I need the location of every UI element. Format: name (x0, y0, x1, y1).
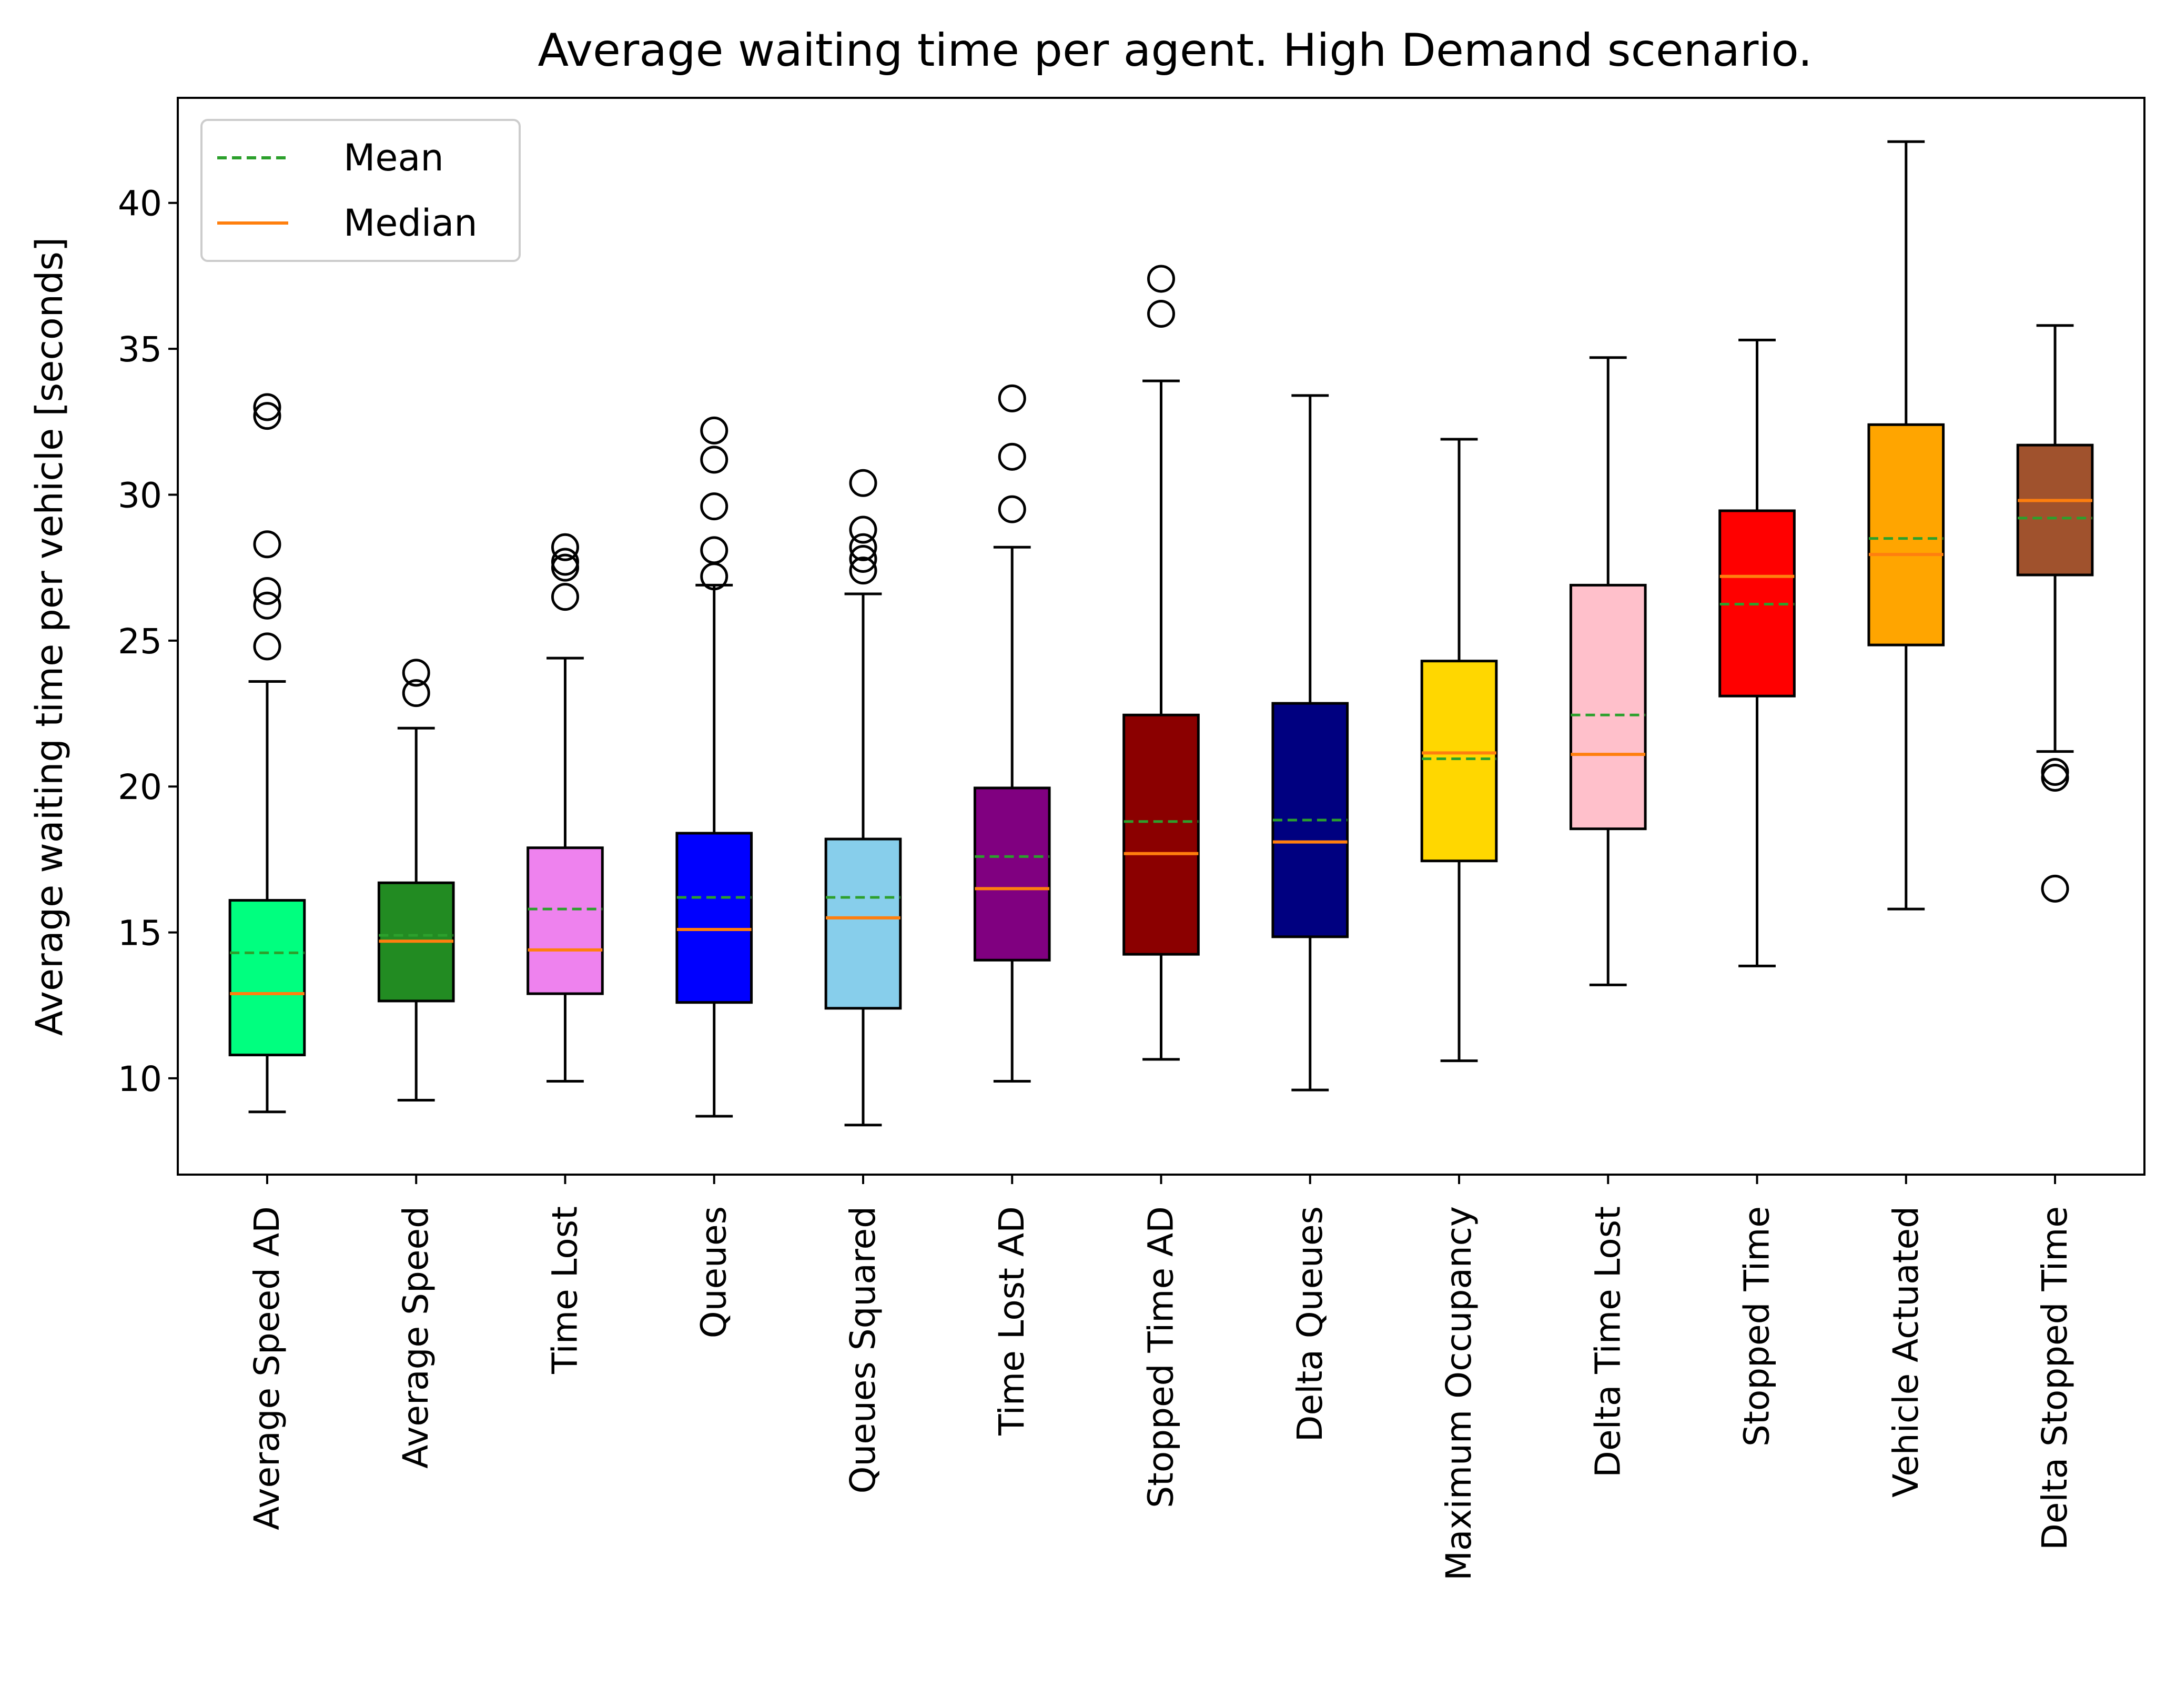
plot-area: 10 15 20 25 30 35 40 Average Speed AD Average Sp… (118, 97, 2145, 1581)
box (2016, 443, 2094, 577)
legend-label: Mean (343, 136, 444, 179)
box-group: Average Speed AD (228, 393, 306, 1530)
box (1569, 583, 1647, 831)
box (527, 846, 604, 995)
box-group: Stopped Time (1718, 338, 1796, 1447)
box-group: Delta Queues (1271, 394, 1349, 1442)
outlier-point (700, 492, 728, 521)
box-group: Maximum Occupancy (1420, 438, 1498, 1581)
x-tick-label: Delta Stopped Time (2035, 1206, 2075, 1550)
y-axis-label: Average waiting time per vehicle [second… (28, 237, 71, 1036)
y-tick-label: 10 (118, 1059, 162, 1099)
x-tick-label: Time Lost (544, 1206, 585, 1375)
x-tick-label: Queues Squared (843, 1206, 883, 1493)
outlier-point (849, 469, 877, 497)
box-group: Queues (675, 416, 753, 1338)
box (228, 899, 306, 1057)
box-group: Average Speed (377, 659, 455, 1469)
x-tick-label: Vehicle Actuated (1886, 1206, 1926, 1498)
y-tick-label: 15 (118, 913, 162, 954)
outlier-point (2041, 757, 2069, 786)
box (824, 837, 902, 1010)
outlier-point (253, 530, 281, 559)
box (973, 786, 1051, 962)
y-tick-label: 40 (118, 184, 162, 224)
x-tick-label: Time Lost AD (991, 1206, 1032, 1436)
outlier-point (700, 536, 728, 564)
box-group: Time Lost AD (973, 384, 1051, 1436)
outlier-point (1147, 265, 1175, 293)
x-tick-label: Average Speed (396, 1206, 436, 1469)
outlier-point (551, 533, 579, 561)
outlier-point (849, 557, 877, 585)
x-tick-label: Stopped Time (1737, 1206, 1777, 1447)
outlier-point (253, 577, 281, 605)
y-tick-label: 20 (118, 767, 162, 807)
outlier-point (998, 442, 1026, 471)
legend: Mean Median (200, 119, 521, 262)
outlier-point (700, 416, 728, 444)
box (1122, 713, 1200, 956)
outlier-point (2041, 874, 2069, 903)
outlier-point (849, 544, 877, 573)
outlier-point (1147, 300, 1175, 328)
box-group: Delta Time Lost (1569, 356, 1647, 1478)
legend-box (200, 119, 521, 262)
box-group: Vehicle Actuated (1867, 140, 1945, 1498)
outlier-point (253, 402, 281, 430)
box-group: Queues Squared (824, 469, 902, 1493)
x-tick-label: Delta Time Lost (1587, 1206, 1628, 1478)
outlier-point (402, 659, 430, 687)
outlier-point (998, 495, 1026, 523)
x-tick-label: Maximum Occupancy (1439, 1206, 1479, 1581)
outlier-point (700, 446, 728, 474)
outlier-point (849, 516, 877, 544)
y-tick-label: 30 (118, 475, 162, 516)
x-tick-label: Average Speed AD (247, 1206, 287, 1530)
chart-title: Average waiting time per agent. High Dem… (538, 24, 1812, 77)
outlier-point (551, 548, 579, 576)
box-group: Delta Stopped Time (2016, 324, 2094, 1550)
box-group: Time Lost (527, 533, 604, 1375)
x-tick-label: Stopped Time AD (1141, 1206, 1181, 1508)
outlier-point (253, 632, 281, 661)
outlier-point (849, 533, 877, 561)
legend-label: Median (343, 201, 478, 245)
x-tick-label: Queues (694, 1206, 734, 1338)
box-group: Stopped Time AD (1122, 265, 1200, 1508)
outlier-point (551, 583, 579, 611)
outlier-point (253, 393, 281, 421)
y-tick-label: 35 (118, 329, 162, 370)
outlier-point (998, 384, 1026, 412)
box (1420, 660, 1498, 863)
x-tick-label: Delta Queues (1290, 1206, 1330, 1442)
y-tick-label: 25 (118, 621, 162, 662)
outlier-point (253, 591, 281, 620)
outlier-point (402, 679, 430, 708)
box (1867, 423, 1945, 646)
box (675, 832, 753, 1004)
